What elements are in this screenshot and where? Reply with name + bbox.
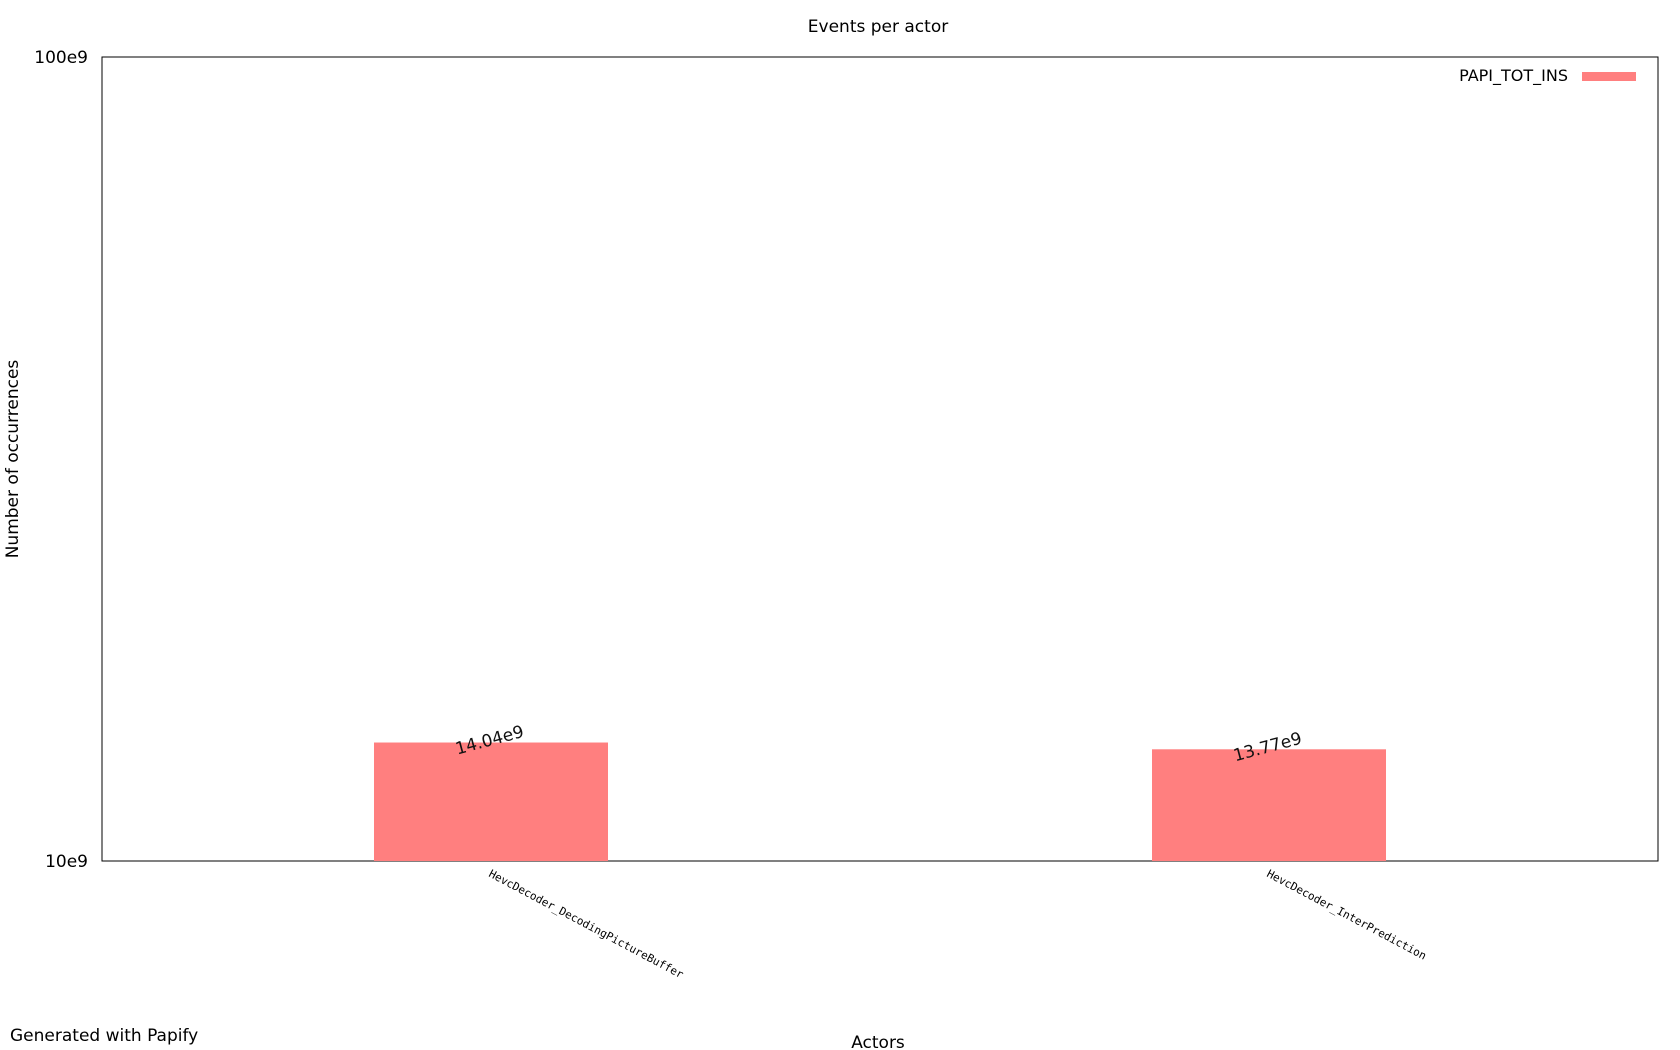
x-tick-label-1: HevcDecoder_DecodingPictureBuffer bbox=[487, 867, 686, 981]
legend-swatch bbox=[1582, 72, 1636, 81]
plot-frame bbox=[101, 56, 1659, 862]
x-axis-label: Actors bbox=[851, 1033, 905, 1050]
y-tick-label-max: 100e9 bbox=[34, 48, 88, 68]
y-tick-label-min: 10e9 bbox=[45, 852, 88, 872]
footer-credit: Generated with Papify bbox=[10, 1026, 198, 1046]
bars-layer bbox=[374, 742, 1386, 861]
y-axis-label: Number of occurrences bbox=[3, 360, 23, 559]
x-tick-label-2: HevcDecoder_InterPrediction bbox=[1265, 867, 1429, 962]
bar-1 bbox=[374, 742, 608, 861]
bar-2 bbox=[1152, 749, 1386, 861]
legend: PAPI_TOT_INS bbox=[1459, 66, 1636, 86]
x-ticks-layer: HevcDecoder_DecodingPictureBuffer HevcDec… bbox=[487, 867, 1429, 981]
legend-label: PAPI_TOT_INS bbox=[1459, 66, 1568, 86]
chart-title: Events per actor bbox=[808, 17, 948, 37]
